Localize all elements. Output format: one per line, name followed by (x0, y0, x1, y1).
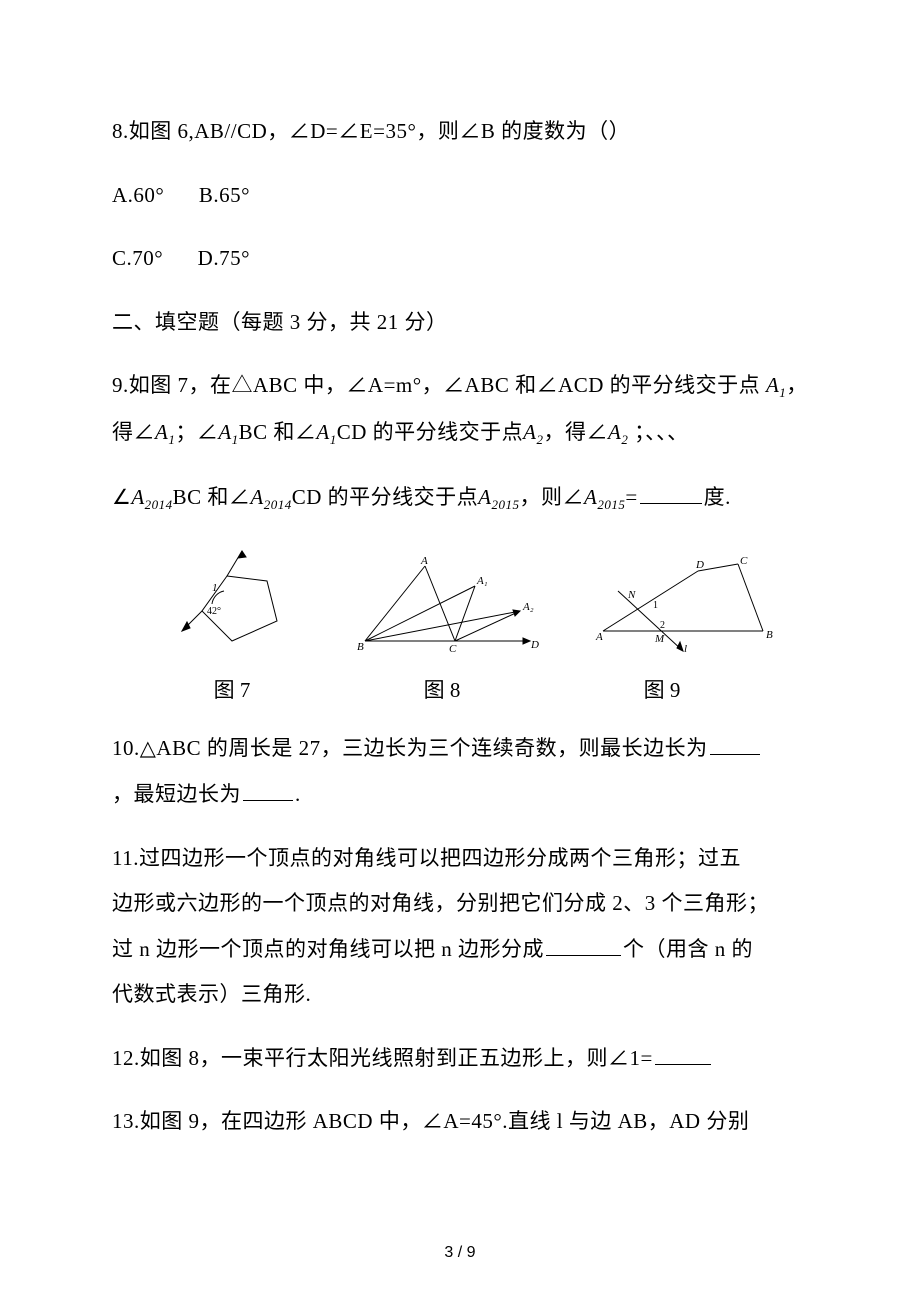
fig9-B: B (766, 629, 773, 641)
fig8-A2: A₂ (522, 601, 534, 613)
q9-A1: A1 (766, 373, 786, 397)
fig9-C: C (740, 556, 748, 567)
q9-l3b: BC 和∠ (173, 485, 251, 509)
q12-line: 12.如图 8，一束平行太阳光线照射到正五边形上，则∠1= (112, 1042, 808, 1076)
q9-l2-A1c: A1 (316, 420, 336, 444)
q11-l1: 11.过四边形一个顶点的对角线可以把四边形分成两个三角形；过五 (112, 842, 808, 876)
q9-line3: ∠A2014BC 和∠A2014CD 的平分线交于点A2015，则∠A2015=… (112, 481, 808, 516)
q12-text: 12.如图 8，一束平行太阳光线照射到正五边形上，则∠1= (112, 1046, 653, 1070)
q11-l4: 代数式表示）三角形. (112, 978, 808, 1012)
q9-blank (640, 482, 702, 504)
fig9-M: M (654, 633, 665, 645)
fig9-D: D (695, 559, 704, 571)
figure-captions: 图 7 图 8 图 9 (112, 674, 808, 704)
q9-l2a: 得∠ (112, 420, 155, 444)
q10-line1: 10.△ABC 的周长是 27，三边长为三个连续奇数，则最长边长为 (112, 732, 808, 766)
q9-line2: 得∠A1；∠A1BC 和∠A1CD 的平分线交于点A2，得∠A2 ；、、、 (112, 416, 808, 451)
figure-8: A B C D A₁ A₂ (345, 556, 545, 656)
q9-l2-A1a: A1 (155, 420, 175, 444)
section2-heading: 二、填空题（每题 3 分，共 21 分） (112, 306, 808, 340)
q8-options-row2: C.70° D.75° (112, 242, 808, 276)
q9-l2-A1b: A1 (218, 420, 238, 444)
fig7-label-1: 1 (212, 582, 218, 594)
q9-comma1: ， (786, 373, 808, 397)
q11-l3: 过 n 边形一个顶点的对角线可以把 n 边形分成 个（用含 n 的 (112, 933, 808, 967)
fig8-B: B (357, 641, 364, 653)
q8-options-row1: A.60° B.65° (112, 179, 808, 213)
q8-optC: C.70° (112, 246, 163, 270)
fig9-2: 2 (660, 620, 665, 631)
fig8-D: D (530, 639, 539, 651)
page-number: 3 / 9 (0, 1244, 920, 1262)
q9-l3d: ，则∠ (520, 485, 585, 509)
q10-blank1 (710, 733, 760, 755)
q9-l2-A2a: A2 (523, 420, 543, 444)
q13-line: 13.如图 9，在四边形 ABCD 中，∠A=45°.直线 l 与边 AB，AD… (112, 1105, 808, 1139)
q9-line1-text: 9.如图 7，在△ABC 中，∠A=m°，∠ABC 和∠ACD 的平分线交于点 (112, 373, 760, 397)
q9-l2e: ，得∠ (544, 420, 609, 444)
fig9-N: N (627, 589, 636, 601)
fig9-1: 1 (653, 600, 658, 611)
q10-l1: 10.△ABC 的周长是 27，三边长为三个连续奇数，则最长边长为 (112, 736, 708, 760)
q9-line1: 9.如图 7，在△ABC 中，∠A=m°，∠ABC 和∠ACD 的平分线交于点 … (112, 369, 808, 404)
q8-optD: D.75° (198, 246, 250, 270)
caption-8: 图 8 (352, 674, 532, 704)
figure-9: A B C D M N l 1 2 (588, 556, 788, 656)
q8-optA: A.60° (112, 183, 164, 207)
fig7-angle-label: 42° (207, 606, 221, 617)
q9-l3-A2015b: A2015 (584, 485, 625, 509)
q11-l3a: 过 n 边形一个顶点的对角线可以把 n 边形分成 (112, 937, 544, 961)
q11-l2: 边形或六边形的一个顶点的对角线，分别把它们分成 2、3 个三角形； (112, 887, 808, 921)
q9-l2b: ；∠ (175, 420, 218, 444)
q9-l2f: ；、、、 (634, 420, 689, 444)
caption-9: 图 9 (532, 674, 792, 704)
q9-l3c: CD 的平分线交于点 (292, 485, 478, 509)
q8-stem: 8.如图 6,AB//CD，∠D=∠E=35°，则∠B 的度数为（） (112, 115, 808, 149)
q9-l2-A2b: A2 (608, 420, 628, 444)
figure-7: 1 42° (172, 546, 302, 656)
q10-blank2 (243, 779, 293, 801)
q9-l2d: CD 的平分线交于点 (337, 420, 523, 444)
fig8-C: C (449, 643, 457, 655)
q9-l3a: ∠ (112, 485, 131, 509)
q9-l2c: BC 和∠ (239, 420, 317, 444)
q10-line2: ，最短边长为. (112, 778, 808, 812)
page: 8.如图 6,AB//CD，∠D=∠E=35°，则∠B 的度数为（） A.60°… (0, 0, 920, 1302)
q9-l3f: 度. (704, 485, 731, 509)
fig8-A: A (420, 556, 428, 567)
fig8-A1: A₁ (476, 575, 488, 587)
q9-l3-A2014a: A2014 (131, 485, 172, 509)
figures-row: 1 42° A B C (172, 546, 788, 656)
q11-blank (546, 934, 621, 956)
fig9-l: l (684, 643, 687, 655)
fig9-A: A (595, 631, 603, 643)
q11-l3b: 个（用含 n 的 (623, 937, 753, 961)
q8-optB: B.65° (199, 183, 250, 207)
q10-l2end: . (295, 782, 301, 806)
q9-l3-A2015a: A2015 (478, 485, 519, 509)
q9-l3-A2014b: A2014 (250, 485, 291, 509)
q12-blank (655, 1043, 711, 1065)
q9-l3e: = (625, 485, 637, 509)
caption-7: 图 7 (112, 674, 352, 704)
q10-l2: ，最短边长为 (112, 782, 241, 806)
